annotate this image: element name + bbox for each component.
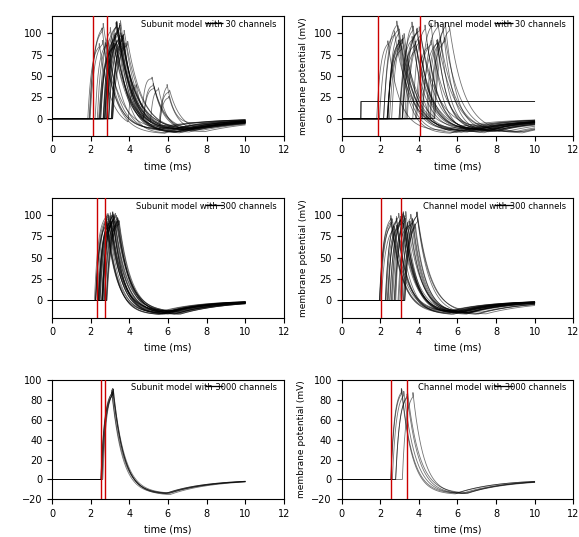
Y-axis label: membrane potential (mV): membrane potential (mV)	[297, 381, 306, 498]
Text: Channel model with 30 channels: Channel model with 30 channels	[428, 20, 566, 28]
Text: Subunit model with 300 channels: Subunit model with 300 channels	[136, 201, 277, 211]
Text: Subunit model with 3000 channels: Subunit model with 3000 channels	[131, 383, 277, 393]
X-axis label: time (ms): time (ms)	[144, 343, 192, 353]
Text: Subunit model with 30 channels: Subunit model with 30 channels	[141, 20, 277, 28]
X-axis label: time (ms): time (ms)	[144, 525, 192, 535]
X-axis label: time (ms): time (ms)	[434, 525, 481, 535]
Y-axis label: membrane potential (mV): membrane potential (mV)	[299, 17, 308, 135]
Text: Channel model with 3000 channels: Channel model with 3000 channels	[418, 383, 566, 393]
X-axis label: time (ms): time (ms)	[434, 161, 481, 171]
X-axis label: time (ms): time (ms)	[434, 343, 481, 353]
X-axis label: time (ms): time (ms)	[144, 161, 192, 171]
Text: Channel model with 300 channels: Channel model with 300 channels	[423, 201, 566, 211]
Y-axis label: membrane potential (mV): membrane potential (mV)	[299, 199, 308, 317]
